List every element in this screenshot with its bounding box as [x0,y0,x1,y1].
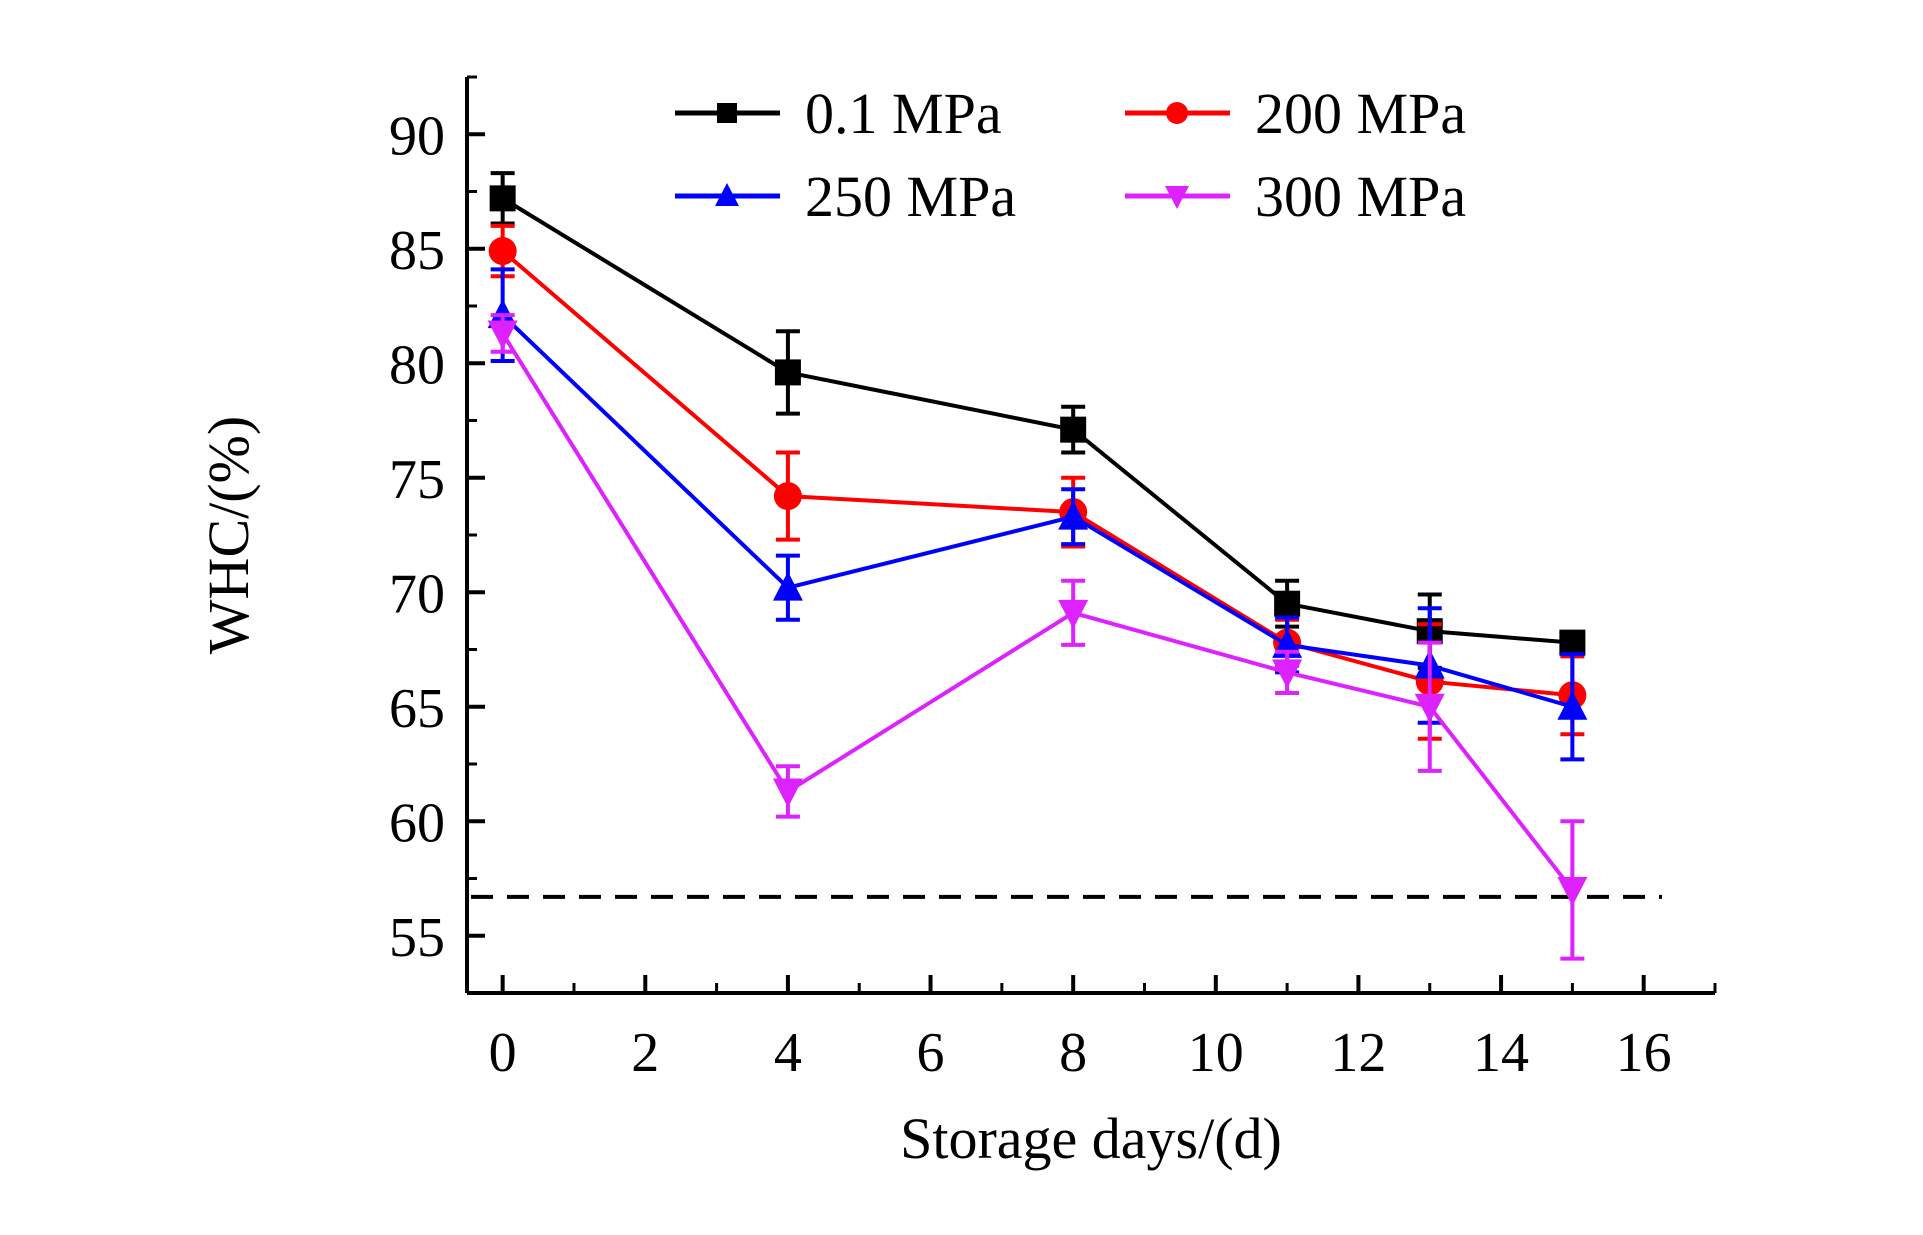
y-tick-label: 70 [389,563,445,625]
legend: 0.1 MPa 200 MPa 250 MPa 300 MPa [675,81,1466,229]
marker-square [1274,590,1301,617]
marker-circle [488,237,517,266]
series-0-1-mpa [489,171,1586,670]
marker-square [774,359,801,386]
x-axis-title: Storage days/(d) [900,1106,1282,1171]
marker-triangle-down [1058,599,1089,629]
legend-label: 300 MPa [1255,164,1466,229]
marker-triangle-down [1414,693,1445,723]
marker-square [1060,416,1087,443]
legend-item: 0.1 MPa [675,81,1002,146]
legend-label: 250 MPa [805,164,1016,229]
y-axis-title: WHC/(%) [196,416,261,654]
marker-square [717,103,737,123]
x-tick-label: 10 [1188,1022,1244,1084]
marker-circle [773,482,802,511]
series-line [501,196,1573,645]
x-tick-label: 6 [917,1022,945,1084]
series-line [501,249,1573,698]
marker-square [489,185,516,212]
marker-circle [1166,102,1188,124]
series-line [500,332,1574,892]
y-tick-label: 60 [389,792,445,854]
x-tick-label: 2 [631,1022,659,1084]
y-tick-label: 55 [389,907,445,969]
marker-triangle-up [1058,500,1089,530]
marker-triangle-up [1557,690,1588,720]
y-tick-label: 90 [389,105,445,167]
series-200-mpa [488,223,1587,741]
y-tick-label: 85 [389,220,445,282]
x-tick-label: 16 [1616,1022,1672,1084]
legend-label: 200 MPa [1255,81,1466,146]
y-tick-label: 75 [389,449,445,511]
legend-item: 250 MPa [675,164,1016,229]
legend-label: 0.1 MPa [805,81,1002,146]
legend-item: 300 MPa [1125,164,1466,229]
legend-item: 200 MPa [1125,81,1466,146]
series-line [501,313,1573,709]
marker-triangle-up [772,571,803,601]
x-tick-label: 12 [1330,1022,1386,1084]
marker-triangle-up [715,183,739,206]
x-tick-label: 8 [1059,1022,1087,1084]
x-tick-label: 0 [489,1022,517,1084]
y-tick-label: 65 [389,678,445,740]
series-layer [487,171,1588,961]
marker-triangle-down [772,778,803,808]
x-tick-label: 4 [774,1022,802,1084]
marker-triangle-down [487,320,518,350]
marker-triangle-down [1557,876,1588,906]
y-tick-label: 80 [389,334,445,396]
marker-triangle-down [1165,186,1189,209]
marker-square [1559,629,1586,656]
axes: 0 2 4 6 8 10 12 14 16 55 60 65 70 75 80 85 90 [389,75,1717,1084]
series-300-mpa [487,313,1588,961]
marker-triangle-down [1272,659,1303,689]
x-tick-label: 14 [1473,1022,1529,1084]
